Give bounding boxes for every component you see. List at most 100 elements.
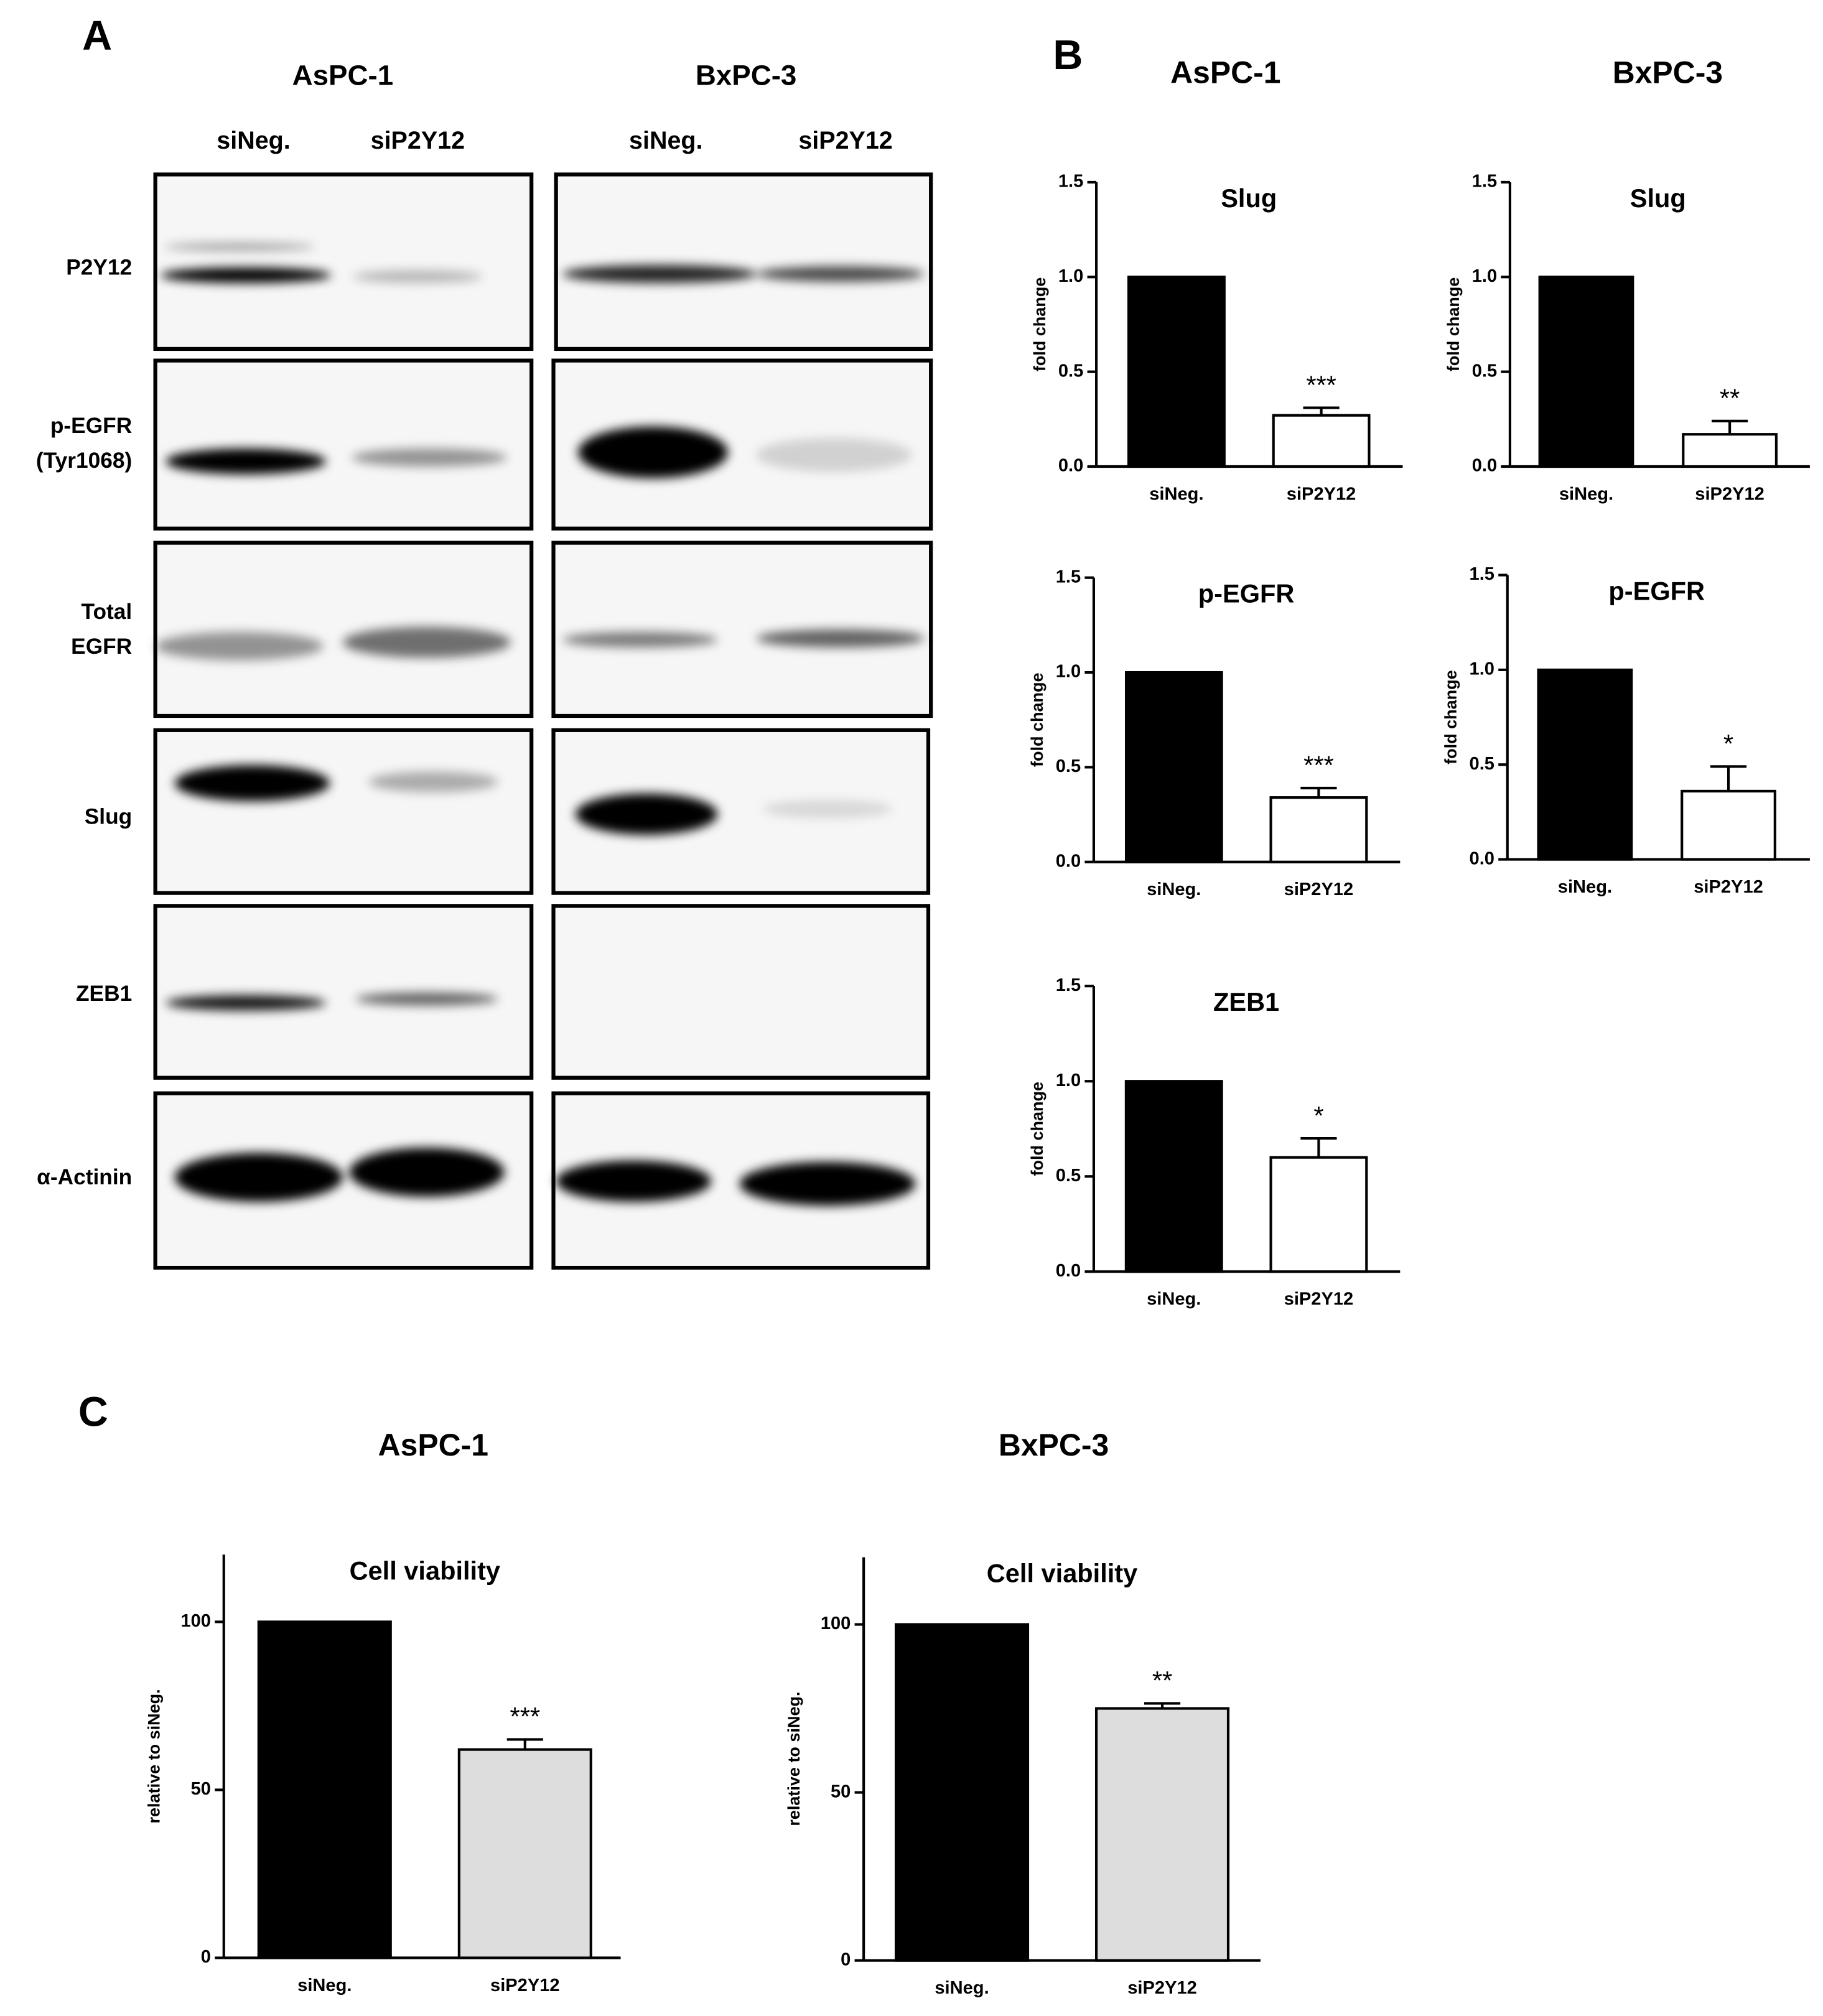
chart-title: Cell viability <box>987 1559 1137 1588</box>
chart-title: p-EGFR <box>1608 577 1705 606</box>
lane-label: siP2Y12 <box>371 127 465 154</box>
y-tick-label: 0 <box>201 1947 211 1967</box>
bar <box>257 1620 392 1959</box>
y-axis-label: fold change <box>1444 277 1463 372</box>
y-tick-label: 50 <box>191 1779 211 1799</box>
panel-header: AsPC-1 <box>378 1428 488 1462</box>
significance: *** <box>1303 751 1334 780</box>
lane-label: siNeg. <box>217 127 290 154</box>
y-tick-label: 50 <box>831 1781 851 1801</box>
chart-title: ZEB1 <box>1213 987 1279 1016</box>
y-axis-label: fold change <box>1028 672 1047 767</box>
band <box>562 631 718 648</box>
blot-bands <box>155 243 925 1206</box>
bar <box>1537 668 1633 861</box>
blot-boxes <box>153 172 933 1270</box>
blot-box <box>153 904 534 1080</box>
y-tick-label: 1.0 <box>1058 266 1083 286</box>
blot-box <box>153 358 534 531</box>
y-tick-label: 1.5 <box>1056 975 1081 995</box>
y-tick-label: 0.5 <box>1470 754 1494 774</box>
band <box>556 1160 711 1202</box>
blot-box <box>554 172 933 351</box>
blot-row-label: α-Actinin <box>37 1165 132 1189</box>
bar <box>1124 671 1223 863</box>
band <box>166 995 326 1011</box>
blot-row-label: Slug <box>85 804 132 829</box>
band <box>166 448 326 475</box>
chart-title: Cell viability <box>350 1556 500 1585</box>
band <box>756 266 925 282</box>
lane-label: siNeg. <box>629 127 702 154</box>
blot-row-label: EGFR <box>71 634 132 659</box>
y-tick-label: 0.5 <box>1058 361 1083 381</box>
bar <box>1538 276 1634 468</box>
band <box>368 771 498 792</box>
y-tick-label: 100 <box>180 1611 211 1631</box>
x-tick-label: siNeg. <box>297 1976 352 1995</box>
x-tick-label: siP2Y12 <box>1127 1978 1197 1998</box>
band <box>756 438 912 472</box>
significance: *** <box>510 1702 541 1731</box>
blot-row-label: P2Y12 <box>66 255 132 279</box>
bar <box>457 1748 592 1959</box>
chart-title: p-EGFR <box>1198 579 1295 608</box>
band <box>174 764 330 802</box>
significance: ** <box>1152 1666 1172 1695</box>
y-tick-label: 100 <box>821 1614 851 1633</box>
x-tick-label: siNeg. <box>1147 880 1201 899</box>
x-tick-label: siNeg. <box>935 1978 989 1998</box>
panel-header: AsPC-1 <box>1170 55 1280 90</box>
band <box>355 992 498 1006</box>
y-tick-label: 1.0 <box>1472 266 1497 286</box>
y-tick-label: 0.5 <box>1056 756 1081 776</box>
x-tick-label: siP2Y12 <box>490 1976 560 1995</box>
y-axis-label: fold change <box>1028 1082 1047 1176</box>
y-tick-label: 0.0 <box>1056 1261 1081 1281</box>
y-tick-label: 1.5 <box>1056 567 1081 587</box>
y-axis-label: fold change <box>1442 670 1460 764</box>
y-axis-label: fold change <box>1030 277 1049 372</box>
band <box>352 448 507 467</box>
x-tick-label: siP2Y12 <box>1694 877 1763 897</box>
x-tick-label: siP2Y12 <box>1284 1289 1354 1309</box>
significance: ** <box>1720 384 1740 413</box>
bar <box>1269 1156 1368 1273</box>
bar <box>1681 789 1776 861</box>
chart-title: Slug <box>1221 183 1277 213</box>
bar <box>1682 433 1778 468</box>
blot-box <box>153 541 534 718</box>
x-tick-label: siP2Y12 <box>1284 880 1354 899</box>
significance: * <box>1313 1101 1323 1130</box>
blot-box <box>551 904 931 1080</box>
y-tick-label: 0.5 <box>1472 361 1497 381</box>
x-tick-label: siNeg. <box>1558 877 1612 897</box>
y-tick-label: 1.0 <box>1056 1071 1081 1090</box>
panel-header: BxPC-3 <box>999 1428 1109 1462</box>
chart-title: Slug <box>1630 183 1686 213</box>
blot-row-label: ZEB1 <box>76 982 132 1006</box>
y-tick-label: 0.0 <box>1056 851 1081 871</box>
y-tick-label: 1.5 <box>1470 564 1494 584</box>
blot-row-label: (Tyr1068) <box>36 448 132 473</box>
x-tick-label: siNeg. <box>1147 1289 1201 1309</box>
significance: * <box>1723 729 1733 758</box>
x-tick-label: siNeg. <box>1149 484 1203 504</box>
y-tick-label: 1.5 <box>1058 172 1083 192</box>
band <box>756 629 925 648</box>
y-tick-label: 0 <box>841 1949 851 1969</box>
y-tick-label: 0.0 <box>1472 456 1497 476</box>
bar <box>1127 276 1226 468</box>
panel-label: A <box>82 13 112 59</box>
significance: *** <box>1306 370 1336 399</box>
blot-row-label: Total <box>82 600 133 624</box>
band <box>739 1161 916 1206</box>
bar <box>1095 1707 1230 1962</box>
y-tick-label: 1.0 <box>1056 662 1081 682</box>
bar <box>1124 1080 1223 1273</box>
cell-line-header: AsPC-1 <box>292 60 394 91</box>
band <box>164 243 315 251</box>
band <box>349 1147 505 1197</box>
x-tick-label: siNeg. <box>1559 484 1613 504</box>
